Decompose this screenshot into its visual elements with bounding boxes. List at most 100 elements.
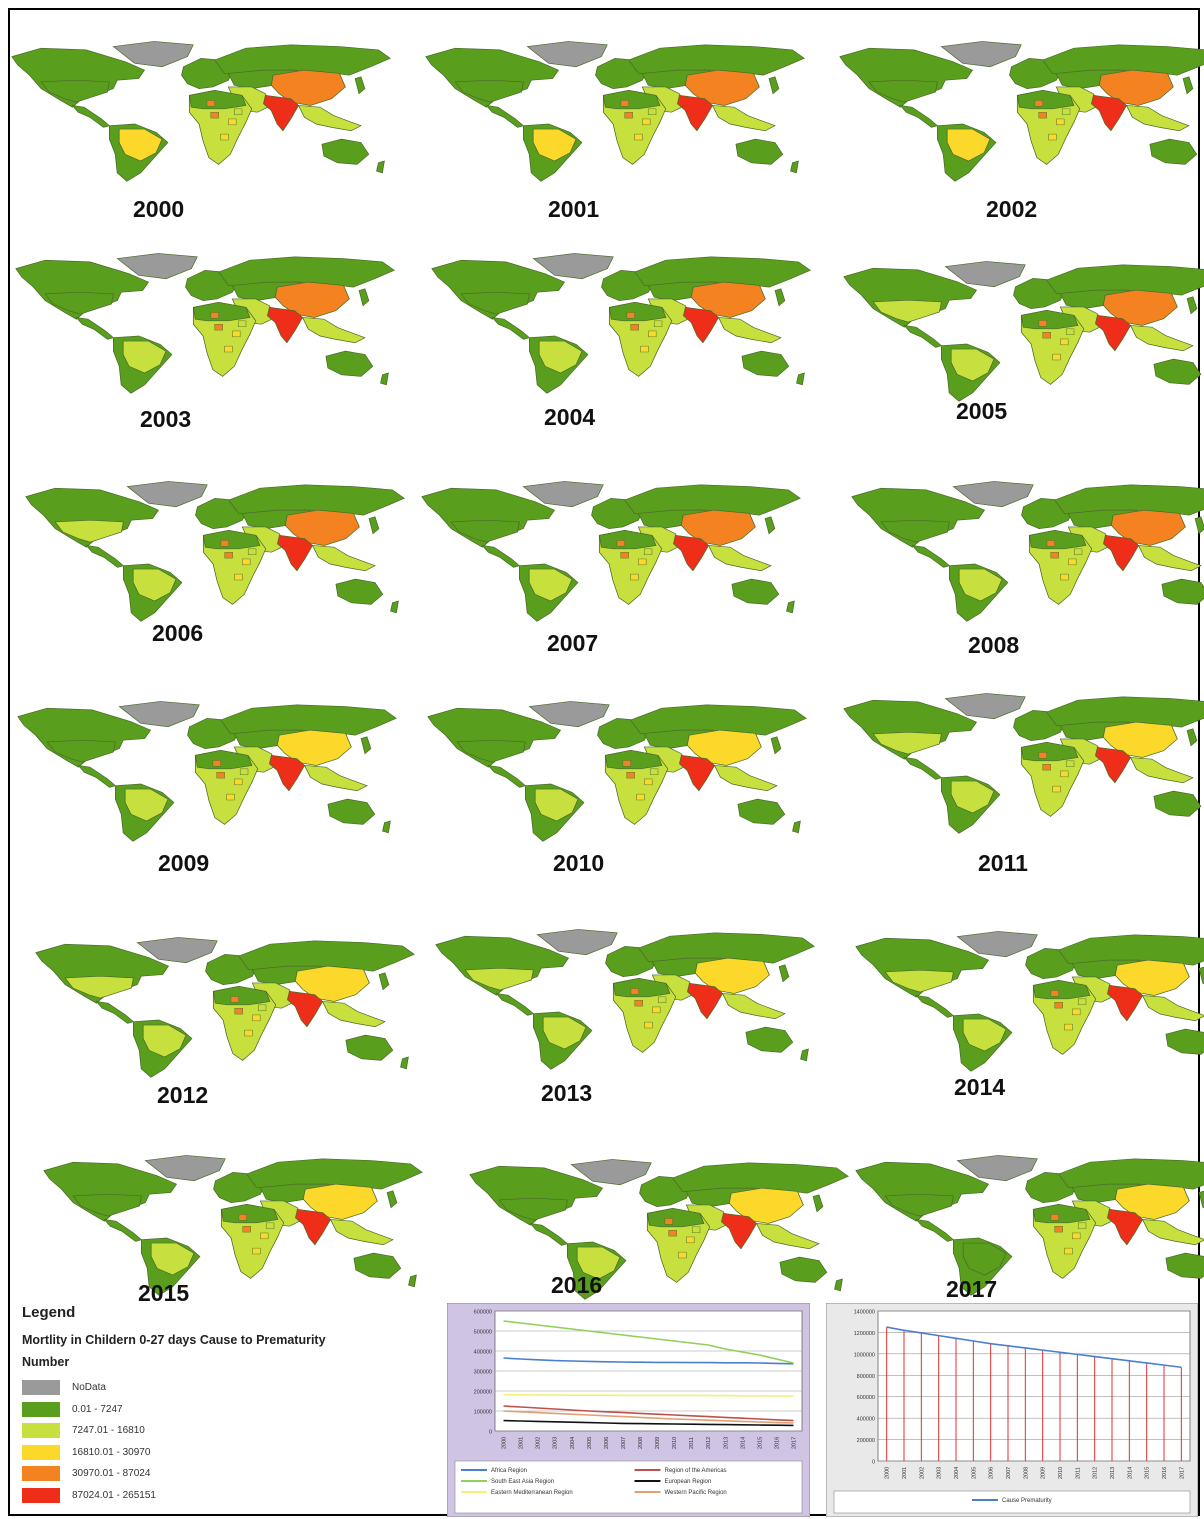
region-china xyxy=(274,281,350,318)
region-china xyxy=(686,729,762,766)
region-centam xyxy=(77,765,117,788)
country-patch xyxy=(244,1029,253,1037)
country-patch xyxy=(678,1251,687,1259)
chart-legend xyxy=(454,1460,803,1514)
region-usa xyxy=(498,1197,568,1221)
country-patch xyxy=(624,111,633,119)
country-patch xyxy=(644,778,653,786)
country-patch xyxy=(620,100,629,107)
region-india xyxy=(673,534,710,572)
region-brazil xyxy=(132,568,177,602)
country-patch xyxy=(214,324,223,331)
region-usa xyxy=(456,739,526,763)
country-patch xyxy=(668,1230,677,1237)
region-africaN xyxy=(194,749,253,770)
region-usa xyxy=(460,291,530,315)
x-tick-label: 2011 xyxy=(1075,1467,1081,1479)
region-brazil xyxy=(118,128,163,162)
region-china xyxy=(294,965,370,1002)
year-label-2000: 2000 xyxy=(133,196,185,222)
country-patch xyxy=(1077,1222,1087,1229)
region-india xyxy=(677,94,714,132)
map-panel-2006 xyxy=(22,468,412,628)
region-brazil xyxy=(542,1016,587,1050)
region-seasia xyxy=(1129,757,1194,784)
year-label-2008: 2008 xyxy=(968,632,1020,658)
region-nz xyxy=(834,1278,843,1292)
region-china xyxy=(284,509,360,546)
legend-item: 30970.01 - 87024 xyxy=(22,1463,442,1485)
country-patch xyxy=(691,1226,701,1233)
country-patch xyxy=(1054,1002,1063,1009)
country-patch xyxy=(1072,1008,1081,1016)
y-tick-label: 0 xyxy=(489,1430,492,1436)
region-australia xyxy=(779,1256,828,1283)
region-india xyxy=(1107,1208,1144,1246)
country-patch xyxy=(238,1214,247,1221)
country-patch xyxy=(1073,548,1083,555)
country-patch xyxy=(257,1004,267,1011)
region-brazil xyxy=(528,568,573,602)
region-greenland xyxy=(570,1159,652,1186)
country-patch xyxy=(1072,1232,1081,1240)
region-japan xyxy=(1186,296,1198,315)
country-patch xyxy=(216,772,225,779)
legend-item: 87024.01 - 265151 xyxy=(22,1485,442,1507)
region-australia xyxy=(1153,358,1202,385)
series-line xyxy=(503,1405,794,1422)
country-patch xyxy=(224,345,233,353)
region-nz xyxy=(390,600,399,614)
region-seasia xyxy=(711,105,776,132)
country-patch xyxy=(1060,770,1069,778)
x-tick-label: 2005 xyxy=(587,1437,593,1449)
country-patch xyxy=(686,1236,695,1244)
x-tick-label: 2005 xyxy=(971,1467,977,1479)
legend-item: 16810.01 - 30970 xyxy=(22,1442,442,1464)
region-australia xyxy=(745,1026,794,1053)
country-patch xyxy=(242,558,251,566)
country-patch xyxy=(228,118,237,126)
country-patch xyxy=(1077,998,1087,1005)
region-india xyxy=(277,534,314,572)
country-patch xyxy=(252,1247,261,1255)
x-tick-label: 2007 xyxy=(1006,1467,1012,1479)
country-patch xyxy=(206,100,215,107)
region-india xyxy=(1103,534,1140,572)
region-nz xyxy=(792,820,801,834)
year-label-2014: 2014 xyxy=(954,1074,1006,1100)
region-africaN xyxy=(612,977,671,998)
country-patch xyxy=(638,558,647,566)
series-line xyxy=(503,1357,794,1365)
year-label-2012: 2012 xyxy=(157,1082,209,1108)
x-tick-label: 2008 xyxy=(638,1437,644,1449)
country-patch xyxy=(237,320,247,327)
map-panel-2008 xyxy=(848,468,1204,628)
region-nz xyxy=(796,372,805,386)
legend-label: 87024.01 - 265151 xyxy=(72,1489,156,1501)
region-centam xyxy=(903,325,943,348)
country-patch xyxy=(1056,118,1065,126)
country-patch xyxy=(1065,328,1075,335)
x-tick-label: 2004 xyxy=(954,1467,960,1479)
x-tick-label: 2014 xyxy=(740,1437,746,1449)
region-brazil xyxy=(142,1024,187,1058)
region-japan xyxy=(1194,516,1204,535)
country-patch xyxy=(1038,752,1047,759)
country-patch xyxy=(230,996,239,1003)
country-patch xyxy=(1050,990,1059,997)
series-line xyxy=(503,1393,794,1397)
country-patch xyxy=(265,1222,275,1229)
region-japan xyxy=(360,736,372,755)
country-patch xyxy=(1060,573,1069,581)
region-china xyxy=(1114,1183,1190,1220)
region-africaN xyxy=(1032,1203,1091,1224)
legend-label: European Region xyxy=(665,1479,712,1485)
x-tick-label: 2002 xyxy=(536,1437,542,1449)
region-centam xyxy=(95,1001,135,1024)
country-patch xyxy=(1050,552,1059,559)
country-patch xyxy=(626,772,635,779)
region-greenland xyxy=(112,41,194,68)
region-usa xyxy=(464,967,534,991)
region-china xyxy=(276,729,352,766)
country-patch xyxy=(1068,558,1077,566)
